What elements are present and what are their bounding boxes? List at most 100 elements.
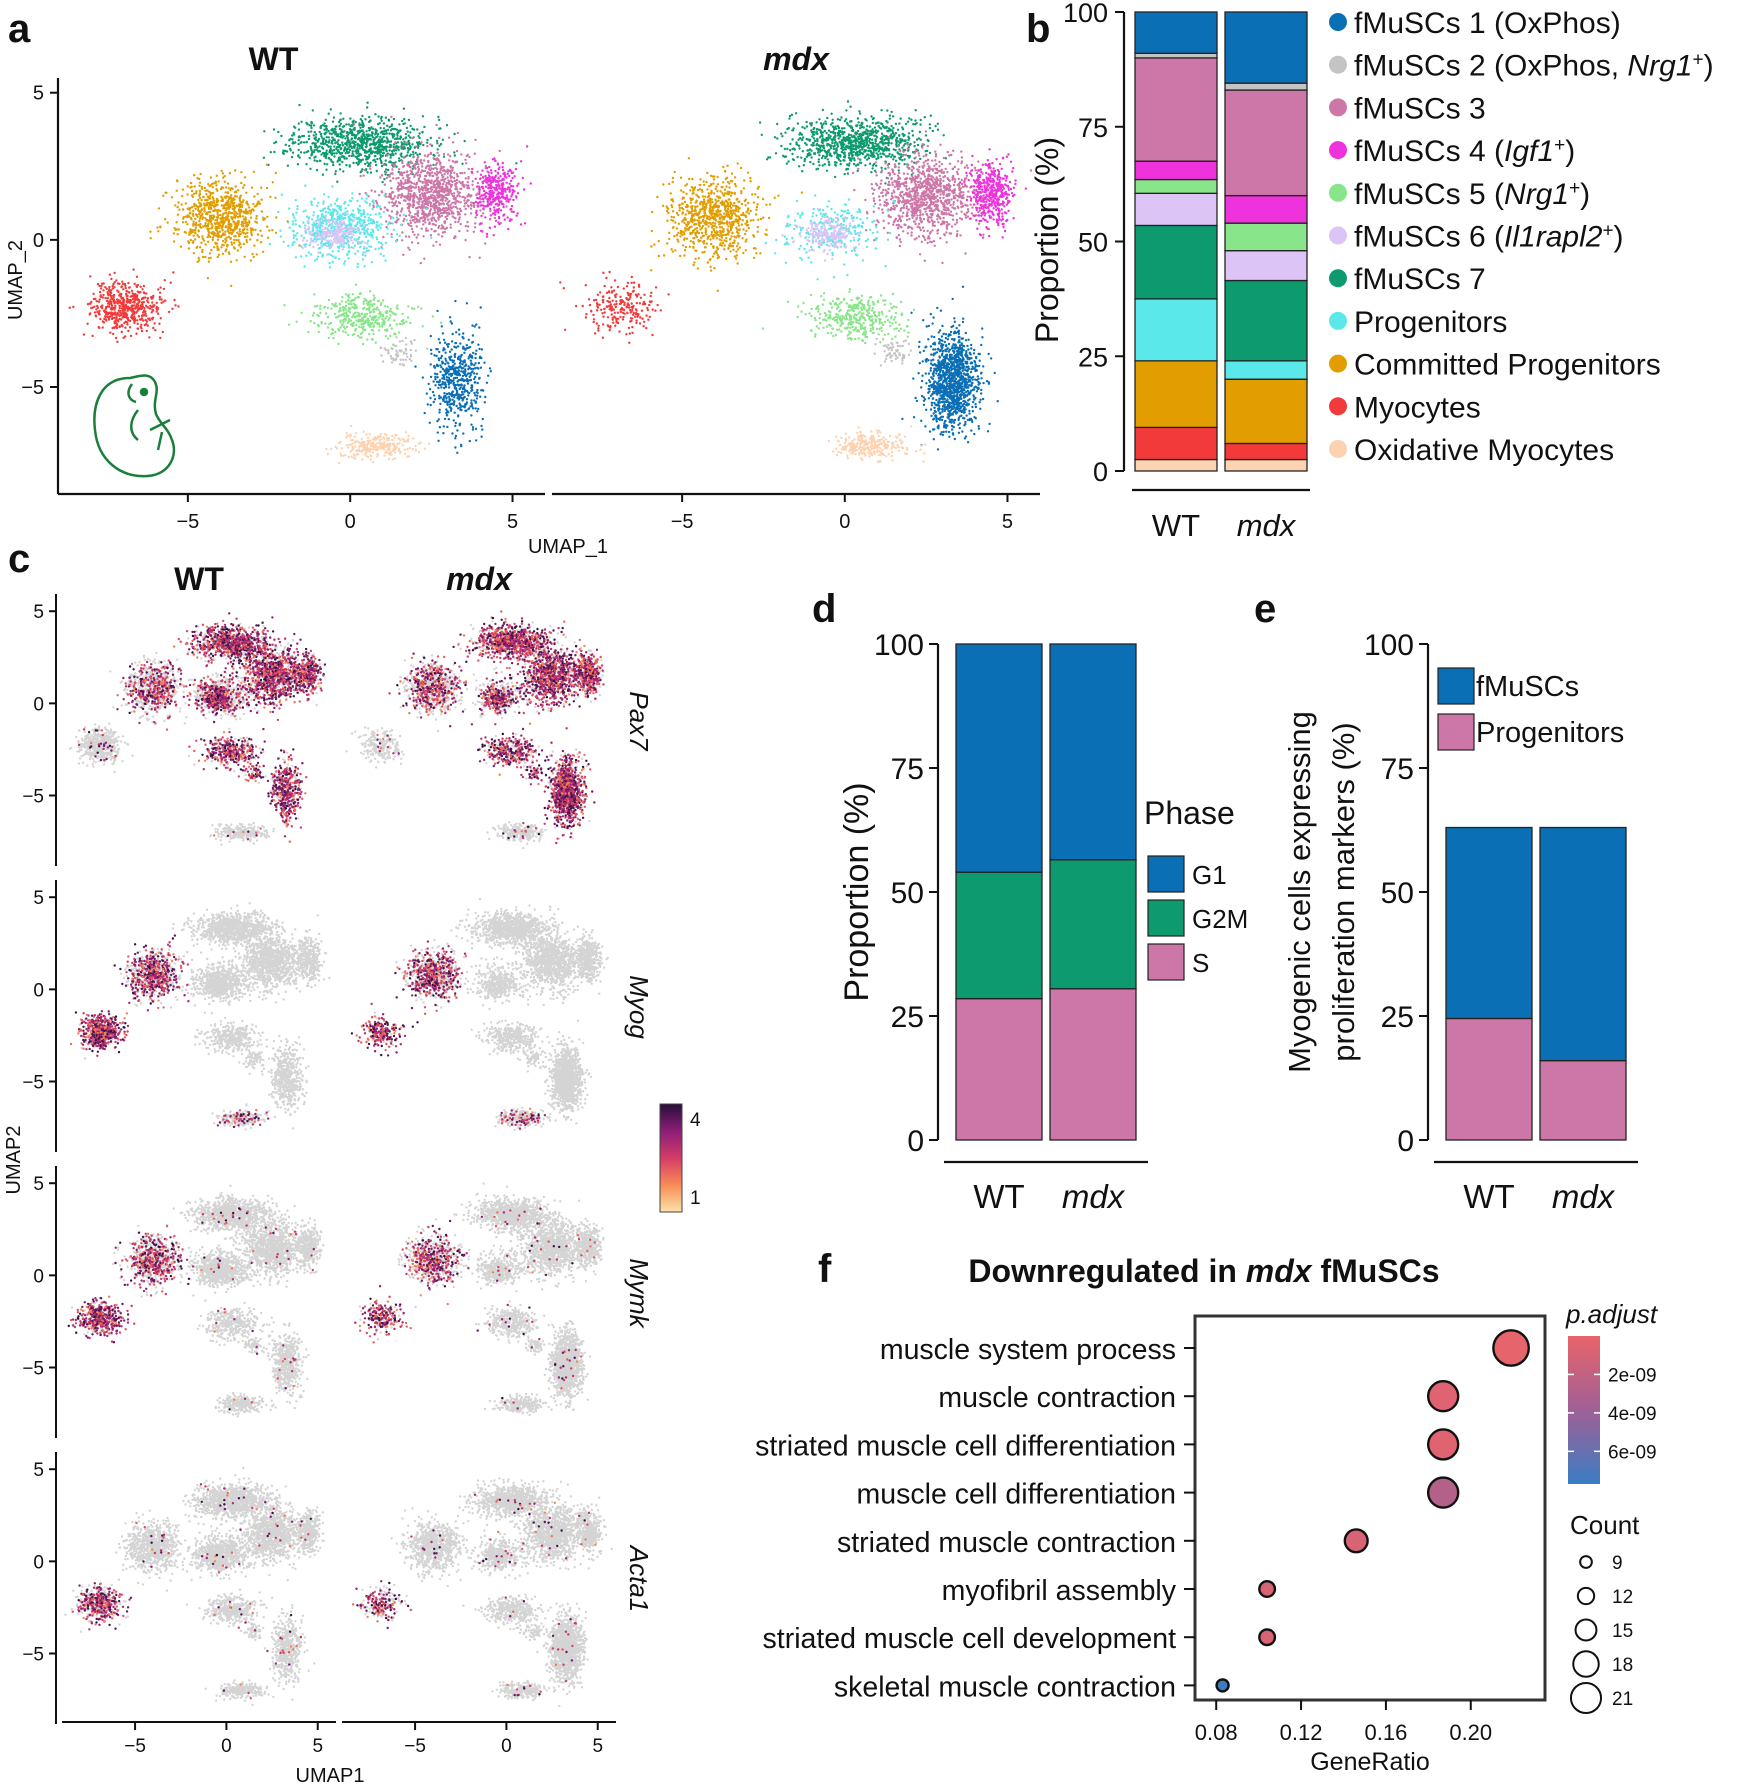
umap-points xyxy=(422,674,596,826)
umap-points xyxy=(152,1251,164,1286)
umap-points xyxy=(114,981,222,1124)
panel-letter-c: c xyxy=(8,537,30,581)
umap-points xyxy=(467,145,533,238)
umap-points xyxy=(428,1266,433,1279)
umap-points xyxy=(252,691,287,697)
umap-points xyxy=(82,965,159,1028)
umap-points xyxy=(416,996,446,1024)
umap-points xyxy=(370,945,454,1006)
text-span: + xyxy=(1569,178,1580,199)
umap-points xyxy=(213,1523,278,1563)
umap-points xyxy=(91,1002,153,1053)
panel-letter-e: e xyxy=(1254,587,1276,631)
umap-points xyxy=(96,1610,243,1616)
umap-points xyxy=(437,1263,519,1410)
umap-points xyxy=(370,959,411,1019)
umap-points xyxy=(461,648,584,822)
panel-e: 0 25 50 75 100 WT mdx Myogenic cells expressing… xyxy=(1282,629,1638,1215)
umap-points xyxy=(134,659,286,778)
umap-points xyxy=(395,1240,460,1323)
umap-points xyxy=(494,688,514,696)
legend-swatch-comm xyxy=(1329,354,1347,373)
umap-points xyxy=(100,1019,130,1028)
umap-points xyxy=(89,1012,111,1040)
umap-points xyxy=(429,683,585,819)
text-span: ) xyxy=(1614,221,1624,254)
umap-points xyxy=(154,1264,170,1272)
text-span: ) xyxy=(1565,135,1575,168)
umap-points xyxy=(78,1260,162,1327)
legend-label: Committed Progenitors xyxy=(1354,349,1661,382)
legend-swatch-S xyxy=(1147,943,1185,981)
bar-segment-g2m xyxy=(955,871,1043,1000)
umap-points xyxy=(113,667,296,761)
umap-points xyxy=(133,646,264,690)
umap-points xyxy=(166,636,316,829)
umap-points xyxy=(373,1015,394,1029)
umap-points xyxy=(161,678,248,761)
umap-points xyxy=(90,1019,103,1026)
bar-segment-fm1 xyxy=(1224,11,1308,84)
y-axis-label: Myogenic cells expressing xyxy=(1282,711,1317,1073)
bar-segment-fm2 xyxy=(1224,82,1308,91)
umap-points xyxy=(483,634,564,804)
umap-points xyxy=(378,1245,568,1404)
y-tick-label: 75 xyxy=(1381,753,1414,786)
umap-points xyxy=(85,968,176,1023)
umap-points xyxy=(85,1305,89,1328)
bar-segment-prog xyxy=(1134,298,1218,362)
umap-points xyxy=(213,689,292,778)
bar-segment-fm5 xyxy=(1224,222,1308,252)
umap-points xyxy=(372,972,437,1047)
umap-points xyxy=(398,985,533,1119)
text-span: ) xyxy=(1704,50,1714,83)
y-tick-label: 25 xyxy=(1078,342,1108,372)
umap-points xyxy=(386,961,451,1025)
umap-points xyxy=(372,1594,578,1648)
umap-points xyxy=(503,640,572,786)
umap-points xyxy=(530,1508,554,1538)
umap-points xyxy=(399,674,596,771)
umap-points xyxy=(381,971,449,1028)
umap-points xyxy=(392,989,534,1117)
umap-points xyxy=(264,653,309,795)
umap-points xyxy=(381,1263,434,1323)
umap-points xyxy=(501,660,594,817)
umap-points xyxy=(125,962,158,1015)
legend-label: G1 xyxy=(1192,860,1227,890)
bar-segment-s xyxy=(1445,1017,1533,1141)
umap-points xyxy=(404,970,415,975)
umap-points xyxy=(387,1244,424,1322)
umap-points xyxy=(85,969,156,1040)
umap-points xyxy=(143,650,313,757)
text-span: mdx xyxy=(1246,1253,1313,1289)
umap-points xyxy=(385,982,440,1037)
umap-points xyxy=(206,652,251,704)
umap-points xyxy=(378,1031,541,1120)
umap-points xyxy=(95,1598,104,1614)
bar-segment-fm3 xyxy=(1224,89,1308,197)
umap-points xyxy=(393,969,458,1035)
umap-points xyxy=(230,640,308,779)
umap-points xyxy=(423,661,558,814)
count-legend-label: 9 xyxy=(1612,1553,1623,1574)
umap-points xyxy=(86,1604,112,1609)
umap-points xyxy=(87,1256,152,1330)
embryo-outline xyxy=(93,374,176,478)
umap-points xyxy=(238,1532,271,1611)
umap-points xyxy=(475,641,563,792)
umap-points xyxy=(267,669,300,808)
legend-label: fMuSCs 6 (Il1rapl2+) xyxy=(1354,221,1624,254)
umap-points xyxy=(96,985,170,1025)
count-legend-circle xyxy=(1574,1618,1598,1642)
umap-points xyxy=(392,1247,425,1319)
umap-points xyxy=(367,1314,394,1330)
umap-points xyxy=(214,694,230,838)
umap-points xyxy=(90,1600,109,1625)
y-tick-label: 5 xyxy=(33,888,44,909)
umap-points xyxy=(383,1239,571,1362)
umap-points xyxy=(415,960,452,984)
text-span: fMuSCs 2 (OxPhos, xyxy=(1354,50,1627,83)
umap-points xyxy=(519,652,556,698)
umap-points xyxy=(196,631,293,811)
